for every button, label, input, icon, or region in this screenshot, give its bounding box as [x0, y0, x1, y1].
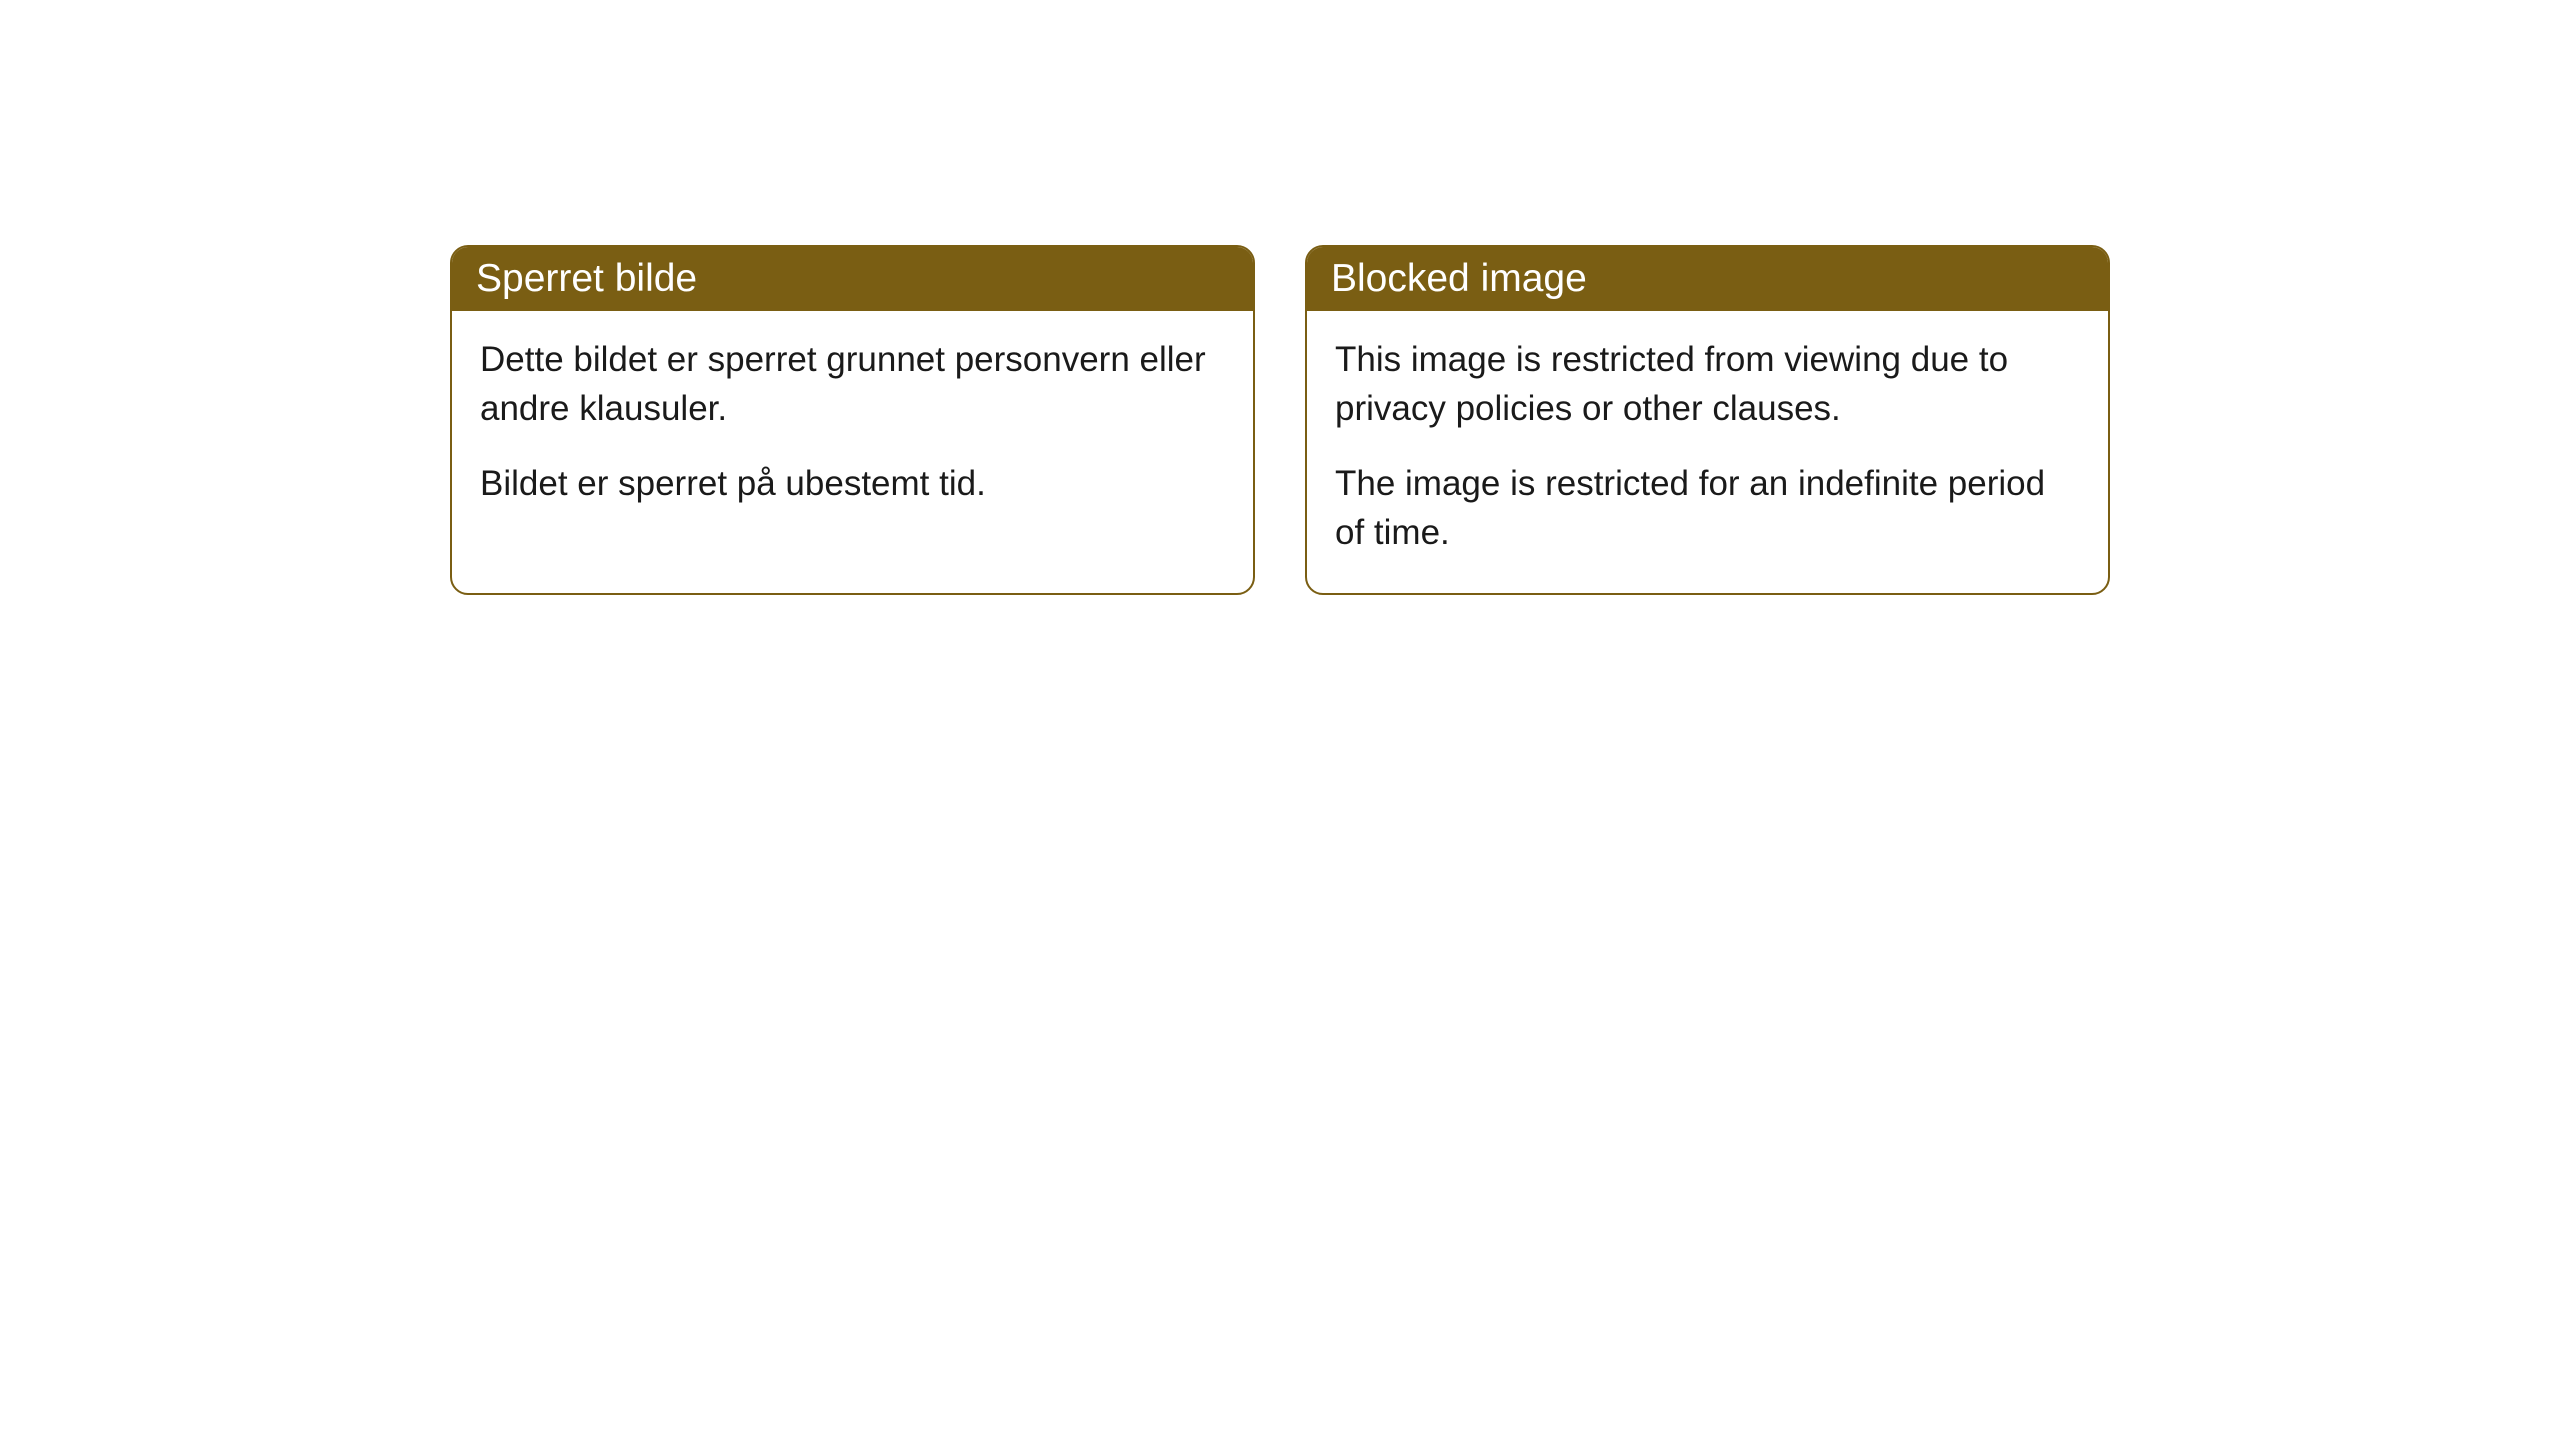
card-paragraph-2: Bildet er sperret på ubestemt tid. [480, 459, 1225, 508]
notice-card-norwegian: Sperret bilde Dette bildet er sperret gr… [450, 245, 1255, 595]
notice-container: Sperret bilde Dette bildet er sperret gr… [450, 245, 2110, 595]
card-title: Blocked image [1331, 257, 1587, 300]
notice-card-english: Blocked image This image is restricted f… [1305, 245, 2110, 595]
card-title: Sperret bilde [476, 257, 697, 300]
card-header: Sperret bilde [452, 247, 1253, 311]
card-body: This image is restricted from viewing du… [1307, 311, 2108, 593]
card-header: Blocked image [1307, 247, 2108, 311]
card-body: Dette bildet er sperret grunnet personve… [452, 311, 1253, 544]
card-paragraph-2: The image is restricted for an indefinit… [1335, 459, 2080, 557]
card-paragraph-1: Dette bildet er sperret grunnet personve… [480, 335, 1225, 433]
card-paragraph-1: This image is restricted from viewing du… [1335, 335, 2080, 433]
